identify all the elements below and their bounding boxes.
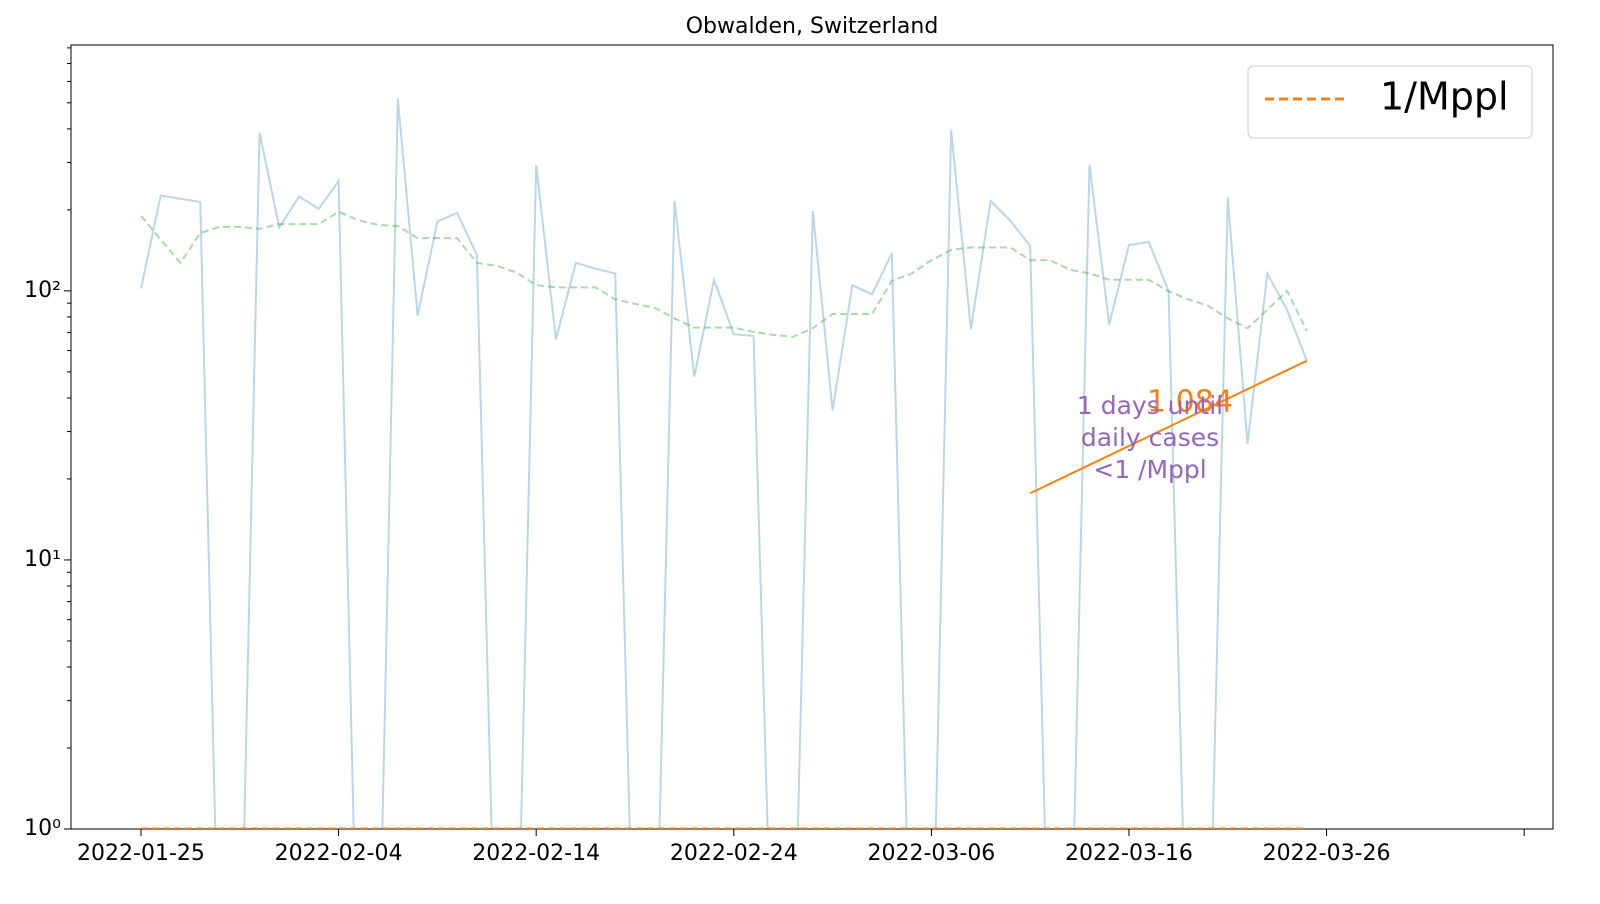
chart-title: Obwalden, Switzerland xyxy=(686,14,939,39)
legend-label: 1/Mppl xyxy=(1380,75,1509,119)
annotation-line: 1 days until xyxy=(1077,391,1223,420)
y-tick-label: 10² xyxy=(24,278,61,303)
x-tick-label: 2022-03-06 xyxy=(867,841,995,866)
legend-box xyxy=(1247,65,1533,139)
annotation-line: daily cases xyxy=(1081,423,1219,452)
annotation: 1.084 xyxy=(1147,385,1233,420)
x-tick-label: 2022-03-26 xyxy=(1263,841,1391,866)
y-tick-label: 10¹ xyxy=(24,547,61,572)
x-tick-label: 2022-02-14 xyxy=(472,841,600,866)
x-tick-label: 2022-03-16 xyxy=(1065,841,1193,866)
annotation-line: <1 /Mppl xyxy=(1093,455,1206,484)
series-line xyxy=(140,98,1308,829)
series-line xyxy=(1029,359,1308,495)
plot-area xyxy=(140,98,1308,829)
x-tick-label: 2022-02-24 xyxy=(670,841,798,866)
x-tick-label: 2022-02-04 xyxy=(275,841,403,866)
series-line xyxy=(140,210,1308,338)
y-tick-label: 10⁰ xyxy=(24,816,61,841)
x-tick-label: 2022-01-25 xyxy=(77,841,205,866)
